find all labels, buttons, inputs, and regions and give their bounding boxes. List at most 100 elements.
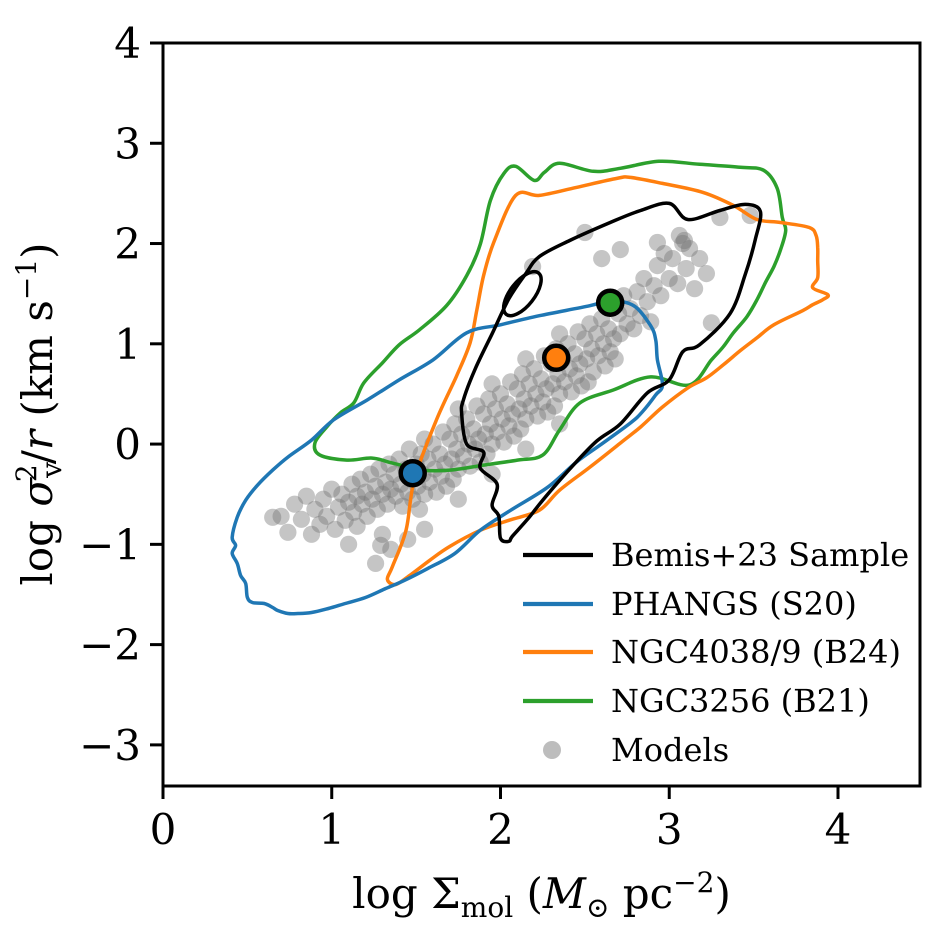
model-scatter-point [648, 233, 667, 252]
y-tick-label: −2 [79, 621, 141, 670]
x-tick-label: 3 [656, 805, 683, 854]
phangs-mean-point [398, 458, 427, 488]
model-scatter-point [264, 508, 282, 526]
model-scatter-point [510, 400, 528, 418]
model-scatter-point [593, 250, 611, 268]
model-scatter-point [551, 325, 569, 343]
model-scatter-point [594, 335, 613, 353]
model-scatter-point [515, 390, 533, 408]
model-scatter-point [394, 497, 412, 515]
model-scatter-point [351, 470, 369, 488]
model-scatter-point [373, 525, 391, 543]
legend-label: Bemis+23 Sample [611, 536, 909, 574]
model-scatter-point [493, 410, 511, 428]
y-axis-label: log σv2/r (km s−1) [10, 242, 68, 585]
model-scatter-point [517, 410, 535, 428]
model-scatter-point [356, 483, 375, 501]
bemis-23-sample-contour [459, 201, 763, 544]
y-tick-label: 0 [114, 420, 141, 469]
ngc4038-mean-point [541, 343, 571, 373]
model-scatter-point [437, 477, 456, 495]
model-scatter-point [333, 485, 351, 503]
model-scatter-point [345, 503, 363, 521]
model-scatter-point [544, 375, 562, 393]
model-scatter-point [416, 520, 434, 538]
model-scatter-point [605, 330, 623, 348]
model-scatter-point [318, 507, 336, 525]
model-scatter-point [454, 447, 472, 465]
model-scatter-point [532, 370, 550, 388]
plot-border [161, 41, 922, 788]
ngc3256-b21--contour [312, 159, 788, 473]
model-scatter-point [495, 433, 513, 451]
model-scatter-point [491, 385, 510, 403]
model-scatter-point [340, 535, 358, 553]
model-scatter-point [436, 455, 454, 473]
model-scatter-point [508, 380, 526, 398]
model-scatter-point [588, 325, 606, 343]
model-scatter-point [500, 417, 518, 435]
model-scatter-point [441, 430, 459, 448]
model-scatter-point [576, 330, 594, 348]
model-scatter-point [537, 380, 555, 398]
model-scatter-point [476, 425, 494, 443]
model-scatter-point [377, 473, 395, 491]
model-scatter-point [480, 390, 498, 408]
model-scatter-point [272, 507, 290, 525]
model-scatter-point [483, 435, 501, 453]
model-scatter-point [329, 498, 348, 516]
model-scatter-point [628, 283, 646, 301]
model-scatter-point [584, 363, 602, 381]
model-scatter-point [589, 347, 608, 365]
model-scatter-point [652, 287, 670, 305]
model-scatter-point [655, 245, 673, 263]
model-scatter-point [370, 460, 388, 478]
model-scatter-point [449, 490, 467, 508]
model-scatter-point [567, 367, 586, 385]
model-scatter-point [446, 415, 464, 433]
model-scatter-point [534, 393, 552, 411]
model-scatter-point [363, 490, 381, 508]
model-scatter-point [444, 470, 462, 488]
model-scatter-point [340, 493, 358, 511]
model-scatter-point [601, 343, 619, 361]
y-tick-label: 4 [114, 19, 141, 68]
model-scatter-point [286, 495, 304, 513]
model-scatter-point [326, 520, 344, 538]
model-scatter-point [353, 495, 371, 513]
model-scatter-point [448, 440, 466, 458]
legend: Bemis+23 Sample PHANGS (S20) NGC4038/9 (B2… [523, 536, 909, 769]
model-scatter-point [674, 234, 692, 253]
model-scatter-point [702, 314, 721, 332]
model-scatter-point [367, 477, 385, 495]
model-scatter-point [464, 420, 483, 438]
model-scatter-point [373, 485, 391, 503]
y-tick-label: 2 [114, 220, 141, 269]
model-scatter-point [625, 320, 643, 338]
model-scatter-point [400, 440, 418, 458]
model-scatter-point [431, 445, 449, 463]
model-scatter-point [638, 293, 656, 311]
model-scatter-point [572, 377, 591, 395]
model-scatter-point [675, 231, 694, 250]
model-scatter-point [306, 500, 324, 518]
legend-label: NGC4038/9 (B24) [611, 633, 901, 671]
model-scatter-point [475, 405, 493, 423]
model-scatter-point [279, 523, 297, 541]
model-scatter-point [483, 375, 501, 393]
model-scatter-point [551, 415, 569, 433]
model-scatter-point [502, 373, 520, 391]
contour-layer [230, 159, 831, 616]
model-scatter-point [348, 517, 366, 535]
model-scatter-point [669, 275, 687, 293]
model-scatter-point [680, 240, 699, 258]
model-scatter-point [660, 270, 678, 288]
legend-label: NGC3256 (B21) [611, 682, 870, 720]
model-scatter-point [323, 480, 341, 498]
model-scatter-point [539, 403, 557, 421]
x-axis-label: log Σmol (M⊙ pc−2) [352, 866, 731, 924]
model-scatter-point [503, 405, 521, 423]
model-scatter-point [367, 554, 385, 573]
model-scatter-point [358, 507, 376, 525]
